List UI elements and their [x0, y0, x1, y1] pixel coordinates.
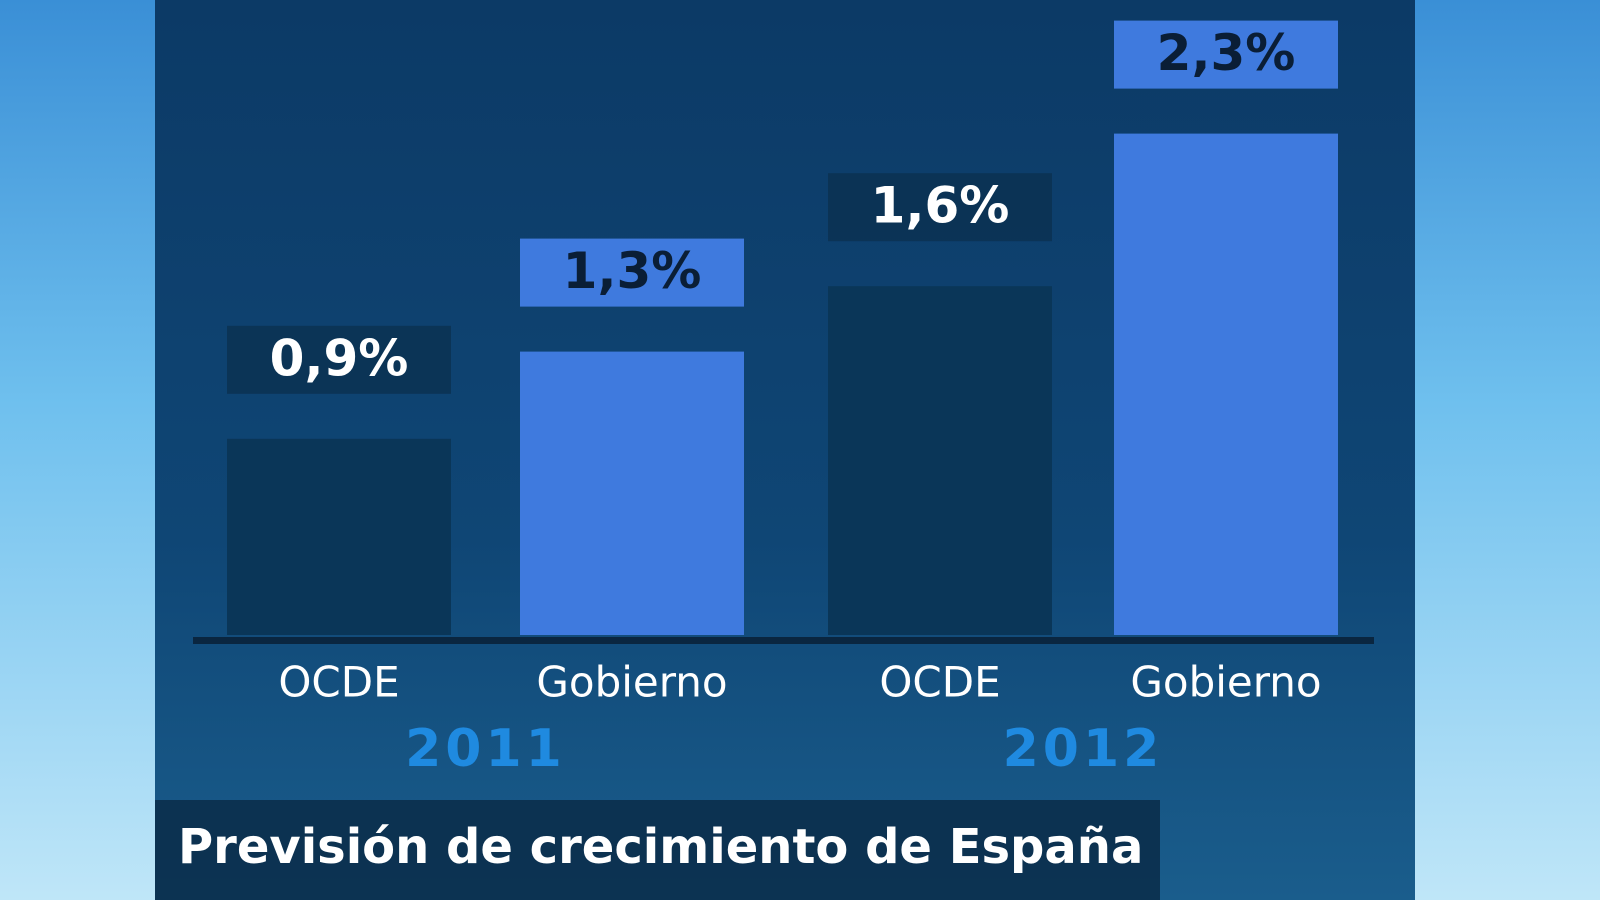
group-label: 2011: [405, 719, 566, 779]
x-tick-label: OCDE: [278, 658, 399, 707]
bar: [520, 351, 744, 635]
title-box: [155, 800, 1160, 900]
x-tick-label: OCDE: [879, 658, 1000, 707]
value-label-box: [828, 173, 1052, 242]
value-label: 2,3%: [1157, 24, 1296, 82]
value-label-box: [227, 325, 451, 394]
value-label: 0,9%: [270, 329, 409, 387]
chart-title: Previsión de crecimiento de España: [178, 819, 1143, 875]
group-label: 2012: [1003, 719, 1164, 779]
bar: [227, 438, 451, 635]
x-tick-label: Gobierno: [1130, 658, 1321, 707]
value-label: 1,3%: [563, 242, 702, 300]
bar: [828, 286, 1052, 635]
x-tick-label: Gobierno: [536, 658, 727, 707]
bar: [1114, 133, 1338, 635]
value-label: 1,6%: [871, 177, 1010, 235]
value-label-box: [520, 238, 744, 307]
value-label-box: [1114, 20, 1338, 89]
baseline: [193, 637, 1374, 644]
